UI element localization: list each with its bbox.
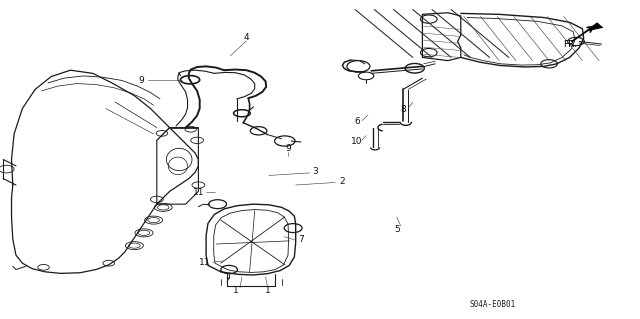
Text: 11: 11	[193, 188, 204, 197]
Text: 4: 4	[244, 33, 249, 42]
Text: 7: 7	[298, 235, 303, 244]
Polygon shape	[584, 22, 604, 32]
Text: 9: 9	[285, 144, 291, 153]
Text: 9: 9	[138, 76, 143, 85]
Text: 2: 2	[339, 177, 344, 186]
Text: 1: 1	[233, 286, 238, 295]
Text: 6: 6	[355, 117, 360, 126]
Text: FR.: FR.	[563, 40, 577, 48]
Text: 11: 11	[199, 258, 211, 267]
Text: 10: 10	[351, 137, 363, 146]
Text: 3: 3	[312, 167, 317, 176]
Text: S04A-E0B01: S04A-E0B01	[470, 300, 516, 309]
Text: 5: 5	[394, 225, 399, 234]
Text: 8: 8	[401, 105, 406, 114]
Text: 1: 1	[265, 286, 270, 295]
